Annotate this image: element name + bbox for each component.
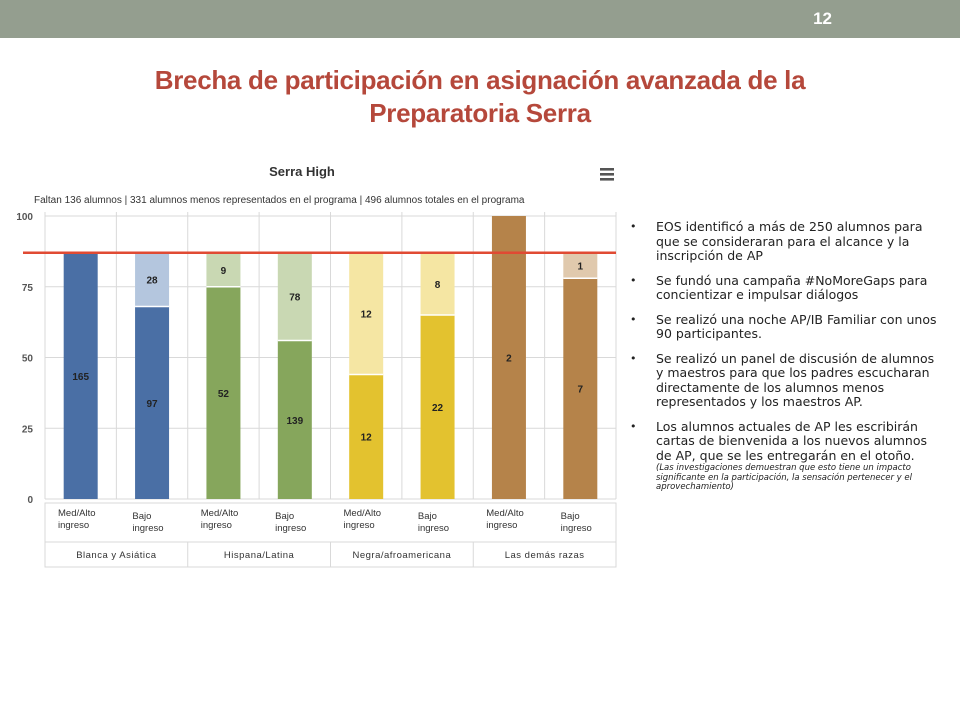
x-tick-label: Bajo ingreso: [418, 511, 449, 534]
bar-segment: [277, 340, 312, 499]
data-label: 8: [435, 280, 441, 291]
slide-title-line-2: Preparatoria Serra: [369, 98, 591, 128]
bullet-item: • Se realizó una noche AP/IB Familiar con…: [628, 311, 940, 342]
x-tick-label: Med/Alto ingreso: [58, 508, 96, 531]
y-tick-label: 75: [22, 283, 34, 294]
bullet-item: • EOS identificó a más de 250 alumnos par…: [628, 219, 940, 264]
y-tick-label: 50: [22, 354, 34, 365]
bullet-text: EOS identificó a más de 250 alumnos para…: [656, 219, 923, 263]
data-label: 97: [147, 399, 159, 410]
bullet-text: Se fundó una campaña #NoMoreGaps para co…: [656, 272, 928, 302]
x-tick-label: Med/Alto ingreso: [486, 508, 524, 531]
x-tick-label: Med/Alto ingreso: [344, 508, 382, 531]
bar-segment: [206, 286, 241, 499]
data-label: 78: [289, 293, 301, 304]
bar-segment-gap: [563, 252, 598, 279]
bullet-text: Se realizó una noche AP/IB Familiar con …: [656, 311, 937, 341]
bullet-text: Se realizó un panel de discusión de alum…: [656, 350, 935, 409]
bullet-dot-icon: •: [630, 220, 637, 233]
data-label: 7: [578, 385, 584, 396]
data-label: 1: [578, 262, 584, 273]
bar-segment-gap: [420, 252, 455, 316]
bar-segment: [563, 278, 598, 499]
bar-segment-gap: [135, 252, 170, 307]
data-label: 9: [221, 266, 227, 277]
group-label: Las demás razas: [505, 550, 585, 561]
data-label: 12: [361, 310, 373, 321]
bar-segment: [349, 374, 384, 499]
bullet-item: • Los alumnos actuales de AP les escribir…: [628, 418, 940, 493]
y-tick-label: 0: [27, 495, 33, 506]
bullet-dot-icon: •: [630, 273, 637, 287]
bullet-item: • Se fundó una campaña #NoMoreGaps para c…: [628, 272, 940, 303]
bar-segment-gap: [277, 252, 312, 341]
bullet-dot-icon: •: [630, 312, 637, 326]
bar-chart: Serra High Faltan 136 alumnos | 331 alumn…: [16, 164, 617, 568]
slide-title-line-1: Brecha de participación en asignación av…: [154, 65, 806, 95]
x-tick-label: Bajo ingreso: [561, 511, 592, 534]
bar-segment: [135, 306, 170, 499]
x-tick-label: Bajo ingreso: [275, 511, 306, 534]
data-label: 139: [286, 416, 303, 427]
hamburger-menu-icon: [600, 178, 614, 181]
bullet-text: Los alumnos actuales de AP les escribirá…: [656, 418, 928, 463]
y-tick-label: 100: [16, 212, 33, 223]
chart-subtitle: Faltan 136 alumnos | 331 alumnos menos r…: [34, 195, 525, 206]
data-label: 165: [72, 372, 89, 383]
slide-number: 12: [813, 9, 832, 28]
bullet-dot-icon: •: [630, 419, 637, 433]
chart-container: Serra High Faltan 136 alumnos | 331 alumn…: [15, 155, 625, 575]
group-label: Negra/afroamericana: [353, 550, 452, 561]
slide-title: Brecha de participación en asignación av…: [60, 64, 900, 130]
x-tick-label: Med/Alto ingreso: [201, 508, 239, 531]
hamburger-menu-icon: [600, 168, 614, 171]
top-bar: 12: [0, 0, 960, 38]
chart-title: Serra High: [269, 164, 335, 179]
bullet-list: • EOS identificó a más de 250 alumnos par…: [628, 219, 940, 503]
data-label: 12: [361, 433, 373, 444]
y-tick-label: 25: [22, 424, 34, 435]
bar-segment-gap: [349, 252, 384, 375]
bar-segment: [420, 315, 455, 499]
group-label: Blanca y Asiática: [76, 550, 157, 561]
bullet-dot-icon: •: [630, 351, 637, 365]
data-label: 28: [147, 276, 159, 287]
bullet-item: • Se realizó un panel de discusión de alu…: [628, 350, 940, 410]
data-label: 22: [432, 403, 444, 414]
bar-segment-gap: [206, 252, 241, 287]
x-tick-label: Bajo ingreso: [132, 511, 163, 534]
data-label: 52: [218, 389, 230, 400]
bullet-note: (Las investigaciones demuestran que esto…: [656, 463, 913, 492]
hamburger-menu-icon: [600, 173, 614, 176]
data-label: 2: [506, 354, 512, 365]
group-label: Hispana/Latina: [224, 550, 295, 561]
bar-segment: [63, 252, 98, 499]
bar-segment: [491, 216, 526, 499]
